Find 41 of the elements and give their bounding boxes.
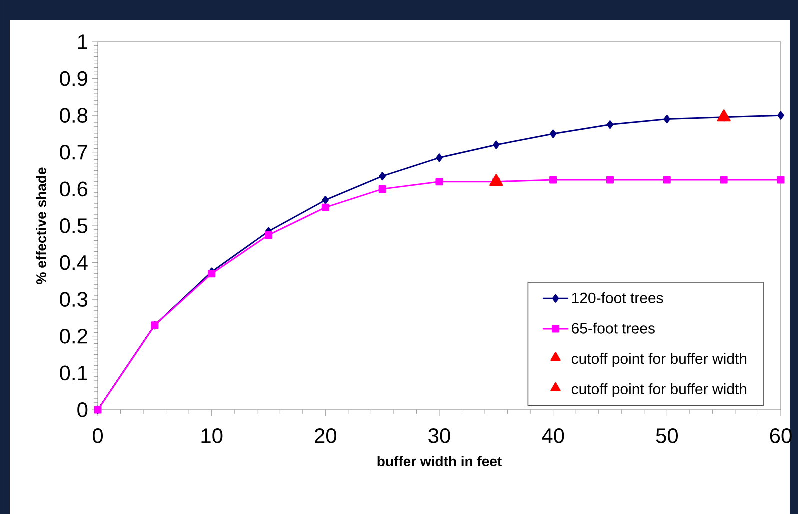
legend-label: 120-foot trees — [572, 292, 664, 304]
point — [777, 176, 785, 184]
legend-label: 65-foot trees — [572, 322, 655, 334]
y-tick-label: 0.5 — [60, 218, 88, 234]
y-tick-label: 0.4 — [60, 255, 88, 270]
point — [378, 185, 386, 193]
point — [265, 231, 273, 239]
point — [606, 120, 614, 130]
y-tick-label: 0.1 — [60, 366, 88, 381]
x-tick-label: 10 — [202, 428, 223, 444]
point — [379, 172, 386, 181]
legend-label: cutoff point for buffer width — [572, 353, 747, 368]
legend-label: cutoff point for buffer width — [572, 384, 747, 398]
y-tick-label: 0.3 — [60, 292, 88, 308]
y-tick-label: 0.6 — [60, 182, 88, 197]
point — [493, 140, 500, 150]
x-tick-label: 40 — [542, 428, 564, 444]
y-tick-label: 0 — [78, 402, 88, 418]
x-axis-title: buffer width in feet — [378, 456, 502, 467]
point — [778, 111, 784, 120]
x-tick-label: 20 — [315, 428, 337, 444]
y-axis-title: % effective shade — [36, 168, 46, 284]
y-tick-label: 0.9 — [60, 71, 88, 86]
point — [550, 176, 558, 184]
y-tick-label: 0.2 — [60, 328, 88, 344]
point — [606, 176, 614, 184]
point — [322, 204, 330, 212]
point — [663, 176, 671, 184]
point — [322, 196, 330, 204]
y-tick-label: 0.8 — [60, 108, 88, 124]
point — [664, 115, 671, 124]
x-tick-label: 30 — [428, 428, 450, 444]
point — [208, 270, 216, 278]
point — [550, 130, 557, 138]
x-tick-label: 50 — [656, 428, 678, 444]
point — [720, 176, 728, 184]
x-tick-label: 0 — [92, 428, 104, 444]
y-tick-label: 0.7 — [60, 144, 88, 160]
point — [436, 178, 444, 186]
y-tick-label: 1 — [78, 34, 88, 50]
point — [436, 154, 443, 162]
